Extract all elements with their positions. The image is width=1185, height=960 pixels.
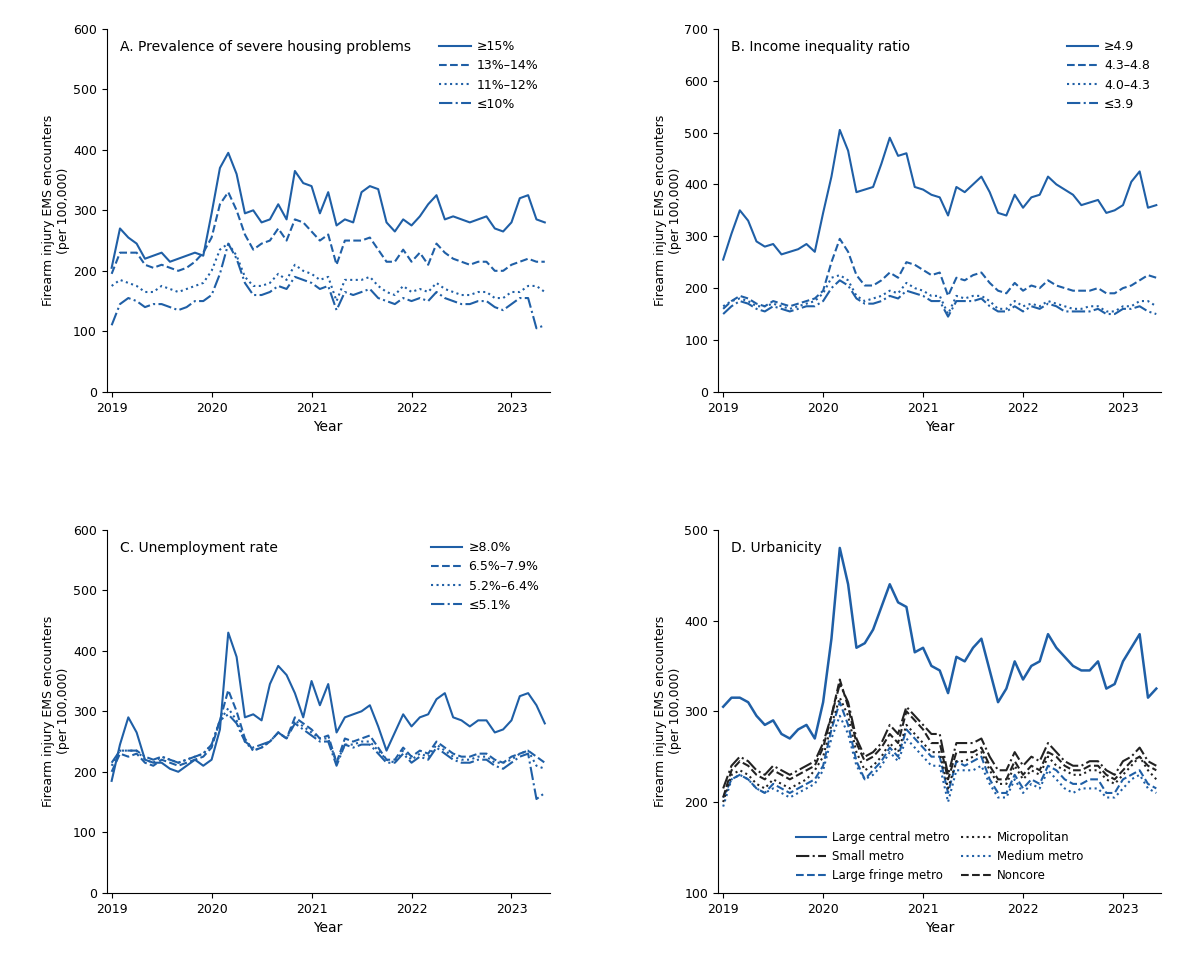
Text: A. Prevalence of severe housing problems: A. Prevalence of severe housing problems	[120, 39, 411, 54]
Legend: ≥4.9, 4.3–4.8, 4.0–4.3, ≤3.9: ≥4.9, 4.3–4.8, 4.0–4.3, ≤3.9	[1062, 36, 1155, 116]
Y-axis label: Firearm injury EMS encounters
(per 100,000): Firearm injury EMS encounters (per 100,0…	[43, 114, 70, 306]
Legend: Large central metro, Small metro, Large fringe metro, Micropolitan, Medium metro: Large central metro, Small metro, Large …	[792, 827, 1088, 887]
Text: B. Income inequality ratio: B. Income inequality ratio	[731, 39, 910, 54]
X-axis label: Year: Year	[925, 420, 954, 434]
Y-axis label: Firearm injury EMS encounters
(per 100,000): Firearm injury EMS encounters (per 100,0…	[43, 615, 70, 807]
X-axis label: Year: Year	[314, 921, 342, 935]
X-axis label: Year: Year	[925, 921, 954, 935]
Legend: ≥15%, 13%–14%, 11%–12%, ≤10%: ≥15%, 13%–14%, 11%–12%, ≤10%	[434, 36, 544, 116]
Legend: ≥8.0%, 6.5%–7.9%, 5.2%–6.4%, ≤5.1%: ≥8.0%, 6.5%–7.9%, 5.2%–6.4%, ≤5.1%	[427, 536, 544, 616]
X-axis label: Year: Year	[314, 420, 342, 434]
Y-axis label: Firearm injury EMS encounters
(per 100,000): Firearm injury EMS encounters (per 100,0…	[654, 114, 681, 306]
Y-axis label: Firearm injury EMS encounters
(per 100,000): Firearm injury EMS encounters (per 100,0…	[654, 615, 681, 807]
Text: C. Unemployment rate: C. Unemployment rate	[120, 540, 277, 555]
Text: D. Urbanicity: D. Urbanicity	[731, 540, 822, 555]
